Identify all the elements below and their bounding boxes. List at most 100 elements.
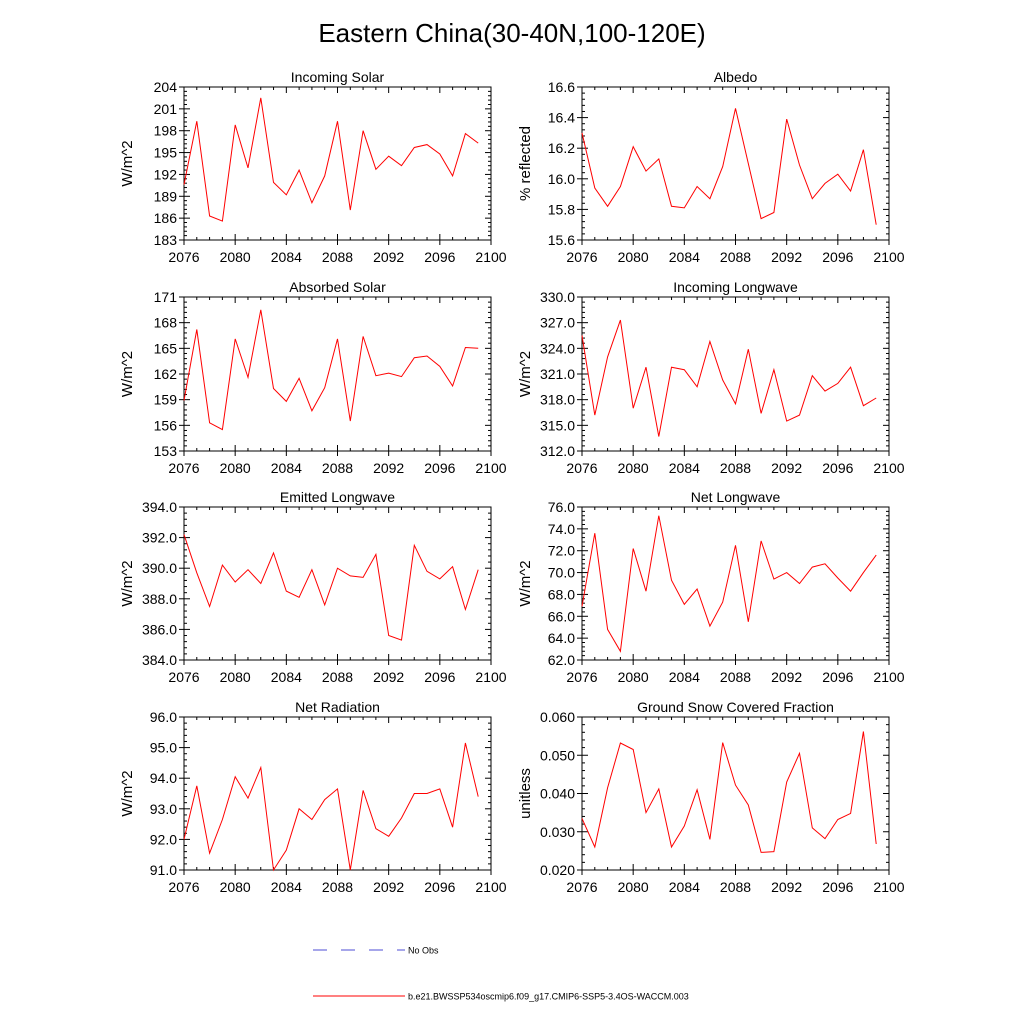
series-line [581, 731, 877, 853]
series-line [183, 309, 479, 431]
panel-net-longwave: Net Longwave W/m^2 2076 2080 2084 2088 2092 209… [517, 489, 905, 685]
y-axis-label: % reflected [517, 126, 534, 201]
series-line [581, 108, 877, 225]
y-tick-label: 324.0 [540, 340, 575, 356]
x-tick-label: 2080 [618, 249, 649, 265]
x-tick-label: 2084 [669, 879, 700, 895]
y-tick-label: 162 [154, 366, 178, 382]
panel-title: Incoming Longwave [673, 279, 798, 295]
x-tick-label: 2088 [322, 460, 353, 476]
y-tick-label: 315.0 [540, 417, 575, 433]
x-tick-label: 2100 [475, 879, 506, 895]
y-tick-label: 16.4 [548, 110, 575, 126]
y-tick-label: 321.0 [540, 366, 575, 382]
x-tick-label: 2084 [669, 460, 700, 476]
x-tick-label: 2096 [424, 249, 455, 265]
y-tick-label: 66.0 [548, 608, 575, 624]
x-tick-label: 2100 [475, 669, 506, 685]
y-tick-label: 384.0 [142, 652, 177, 668]
y-tick-label: 93.0 [150, 801, 177, 817]
y-tick-label: 0.060 [540, 709, 575, 725]
x-tick-label: 2080 [618, 460, 649, 476]
x-tick-label: 2080 [220, 669, 251, 685]
y-tick-label: 15.8 [548, 201, 575, 217]
x-tick-label: 2084 [271, 879, 302, 895]
y-tick-label: 198 [154, 123, 178, 139]
x-tick-label: 2088 [322, 249, 353, 265]
y-tick-label: 0.040 [540, 786, 575, 802]
x-tick-label: 2084 [669, 249, 700, 265]
x-tick-label: 2076 [566, 249, 597, 265]
panel-ground-snow-covered-fraction: Ground Snow Covered Fraction unitless 2076… [517, 699, 905, 895]
x-tick-label: 2096 [822, 249, 853, 265]
x-tick-label: 2096 [424, 460, 455, 476]
y-tick-label: 96.0 [150, 709, 177, 725]
y-tick-label: 91.0 [150, 862, 177, 878]
x-tick-label: 2080 [220, 249, 251, 265]
x-tick-label: 2096 [822, 879, 853, 895]
no-obs-legend-label: No Obs [408, 946, 439, 956]
x-tick-label: 2092 [771, 879, 802, 895]
x-tick-label: 2100 [475, 460, 506, 476]
y-tick-label: 72.0 [548, 543, 575, 559]
x-tick-label: 2076 [566, 460, 597, 476]
y-tick-label: 156 [154, 417, 178, 433]
panel-incoming-solar: Incoming Solar W/m^2 2076 2080 2084 2088 2092 2… [119, 69, 507, 265]
x-tick-label: 2076 [168, 669, 199, 685]
y-tick-label: 168 [154, 315, 178, 331]
legend: No Obs b.e21.BWSSP534oscmip6.f09_g17.CMI… [313, 946, 689, 1002]
x-tick-label: 2084 [271, 669, 302, 685]
y-tick-label: 94.0 [150, 770, 177, 786]
panel-absorbed-solar: Absorbed Solar W/m^2 2076 2080 2084 2088 2092 2… [119, 279, 507, 476]
x-tick-label: 2096 [822, 460, 853, 476]
y-tick-label: 62.0 [548, 652, 575, 668]
y-tick-label: 92.0 [150, 831, 177, 847]
y-tick-label: 189 [154, 188, 178, 204]
panel-title: Albedo [714, 69, 758, 85]
y-tick-label: 388.0 [142, 591, 177, 607]
y-tick-label: 153 [154, 443, 178, 459]
y-tick-label: 171 [154, 289, 178, 305]
y-tick-label: 192 [154, 166, 178, 182]
y-tick-label: 318.0 [540, 392, 575, 408]
panel-title: Incoming Solar [291, 69, 385, 85]
y-tick-label: 327.0 [540, 315, 575, 331]
y-tick-label: 70.0 [548, 565, 575, 581]
y-tick-label: 312.0 [540, 443, 575, 459]
y-axis-label: W/m^2 [119, 140, 136, 186]
y-tick-label: 159 [154, 392, 178, 408]
y-axis-label: W/m^2 [119, 351, 136, 397]
x-tick-label: 2080 [220, 460, 251, 476]
y-tick-label: 0.030 [540, 824, 575, 840]
x-tick-label: 2088 [720, 460, 751, 476]
x-tick-label: 2080 [618, 879, 649, 895]
x-tick-label: 2076 [168, 249, 199, 265]
panel-title: Net Longwave [691, 489, 781, 505]
x-tick-label: 2096 [424, 669, 455, 685]
x-tick-label: 2080 [618, 669, 649, 685]
y-axis-label: W/m^2 [517, 560, 534, 606]
series-line [183, 534, 479, 641]
x-tick-label: 2076 [168, 879, 199, 895]
y-tick-label: 16.6 [548, 79, 575, 95]
y-tick-label: 186 [154, 210, 178, 226]
y-tick-label: 330.0 [540, 289, 575, 305]
y-tick-label: 165 [154, 340, 178, 356]
x-tick-label: 2092 [771, 460, 802, 476]
y-axis-label: W/m^2 [119, 560, 136, 606]
y-tick-label: 64.0 [548, 630, 575, 646]
y-tick-label: 68.0 [548, 586, 575, 602]
x-tick-label: 2076 [168, 460, 199, 476]
y-tick-label: 394.0 [142, 499, 177, 515]
y-axis-label: W/m^2 [119, 770, 136, 816]
series-line [183, 742, 479, 872]
y-tick-label: 16.0 [548, 171, 575, 187]
x-tick-label: 2092 [373, 460, 404, 476]
y-tick-label: 204 [154, 79, 178, 95]
x-tick-label: 2088 [322, 669, 353, 685]
panel-net-radiation: Net Radiation W/m^2 2076 2080 2084 2088 2092 20… [119, 699, 507, 895]
panel-albedo: Albedo % reflected 2076 2080 2084 2088 2092 209… [517, 69, 905, 265]
x-tick-label: 2100 [475, 249, 506, 265]
y-tick-label: 16.2 [548, 140, 575, 156]
